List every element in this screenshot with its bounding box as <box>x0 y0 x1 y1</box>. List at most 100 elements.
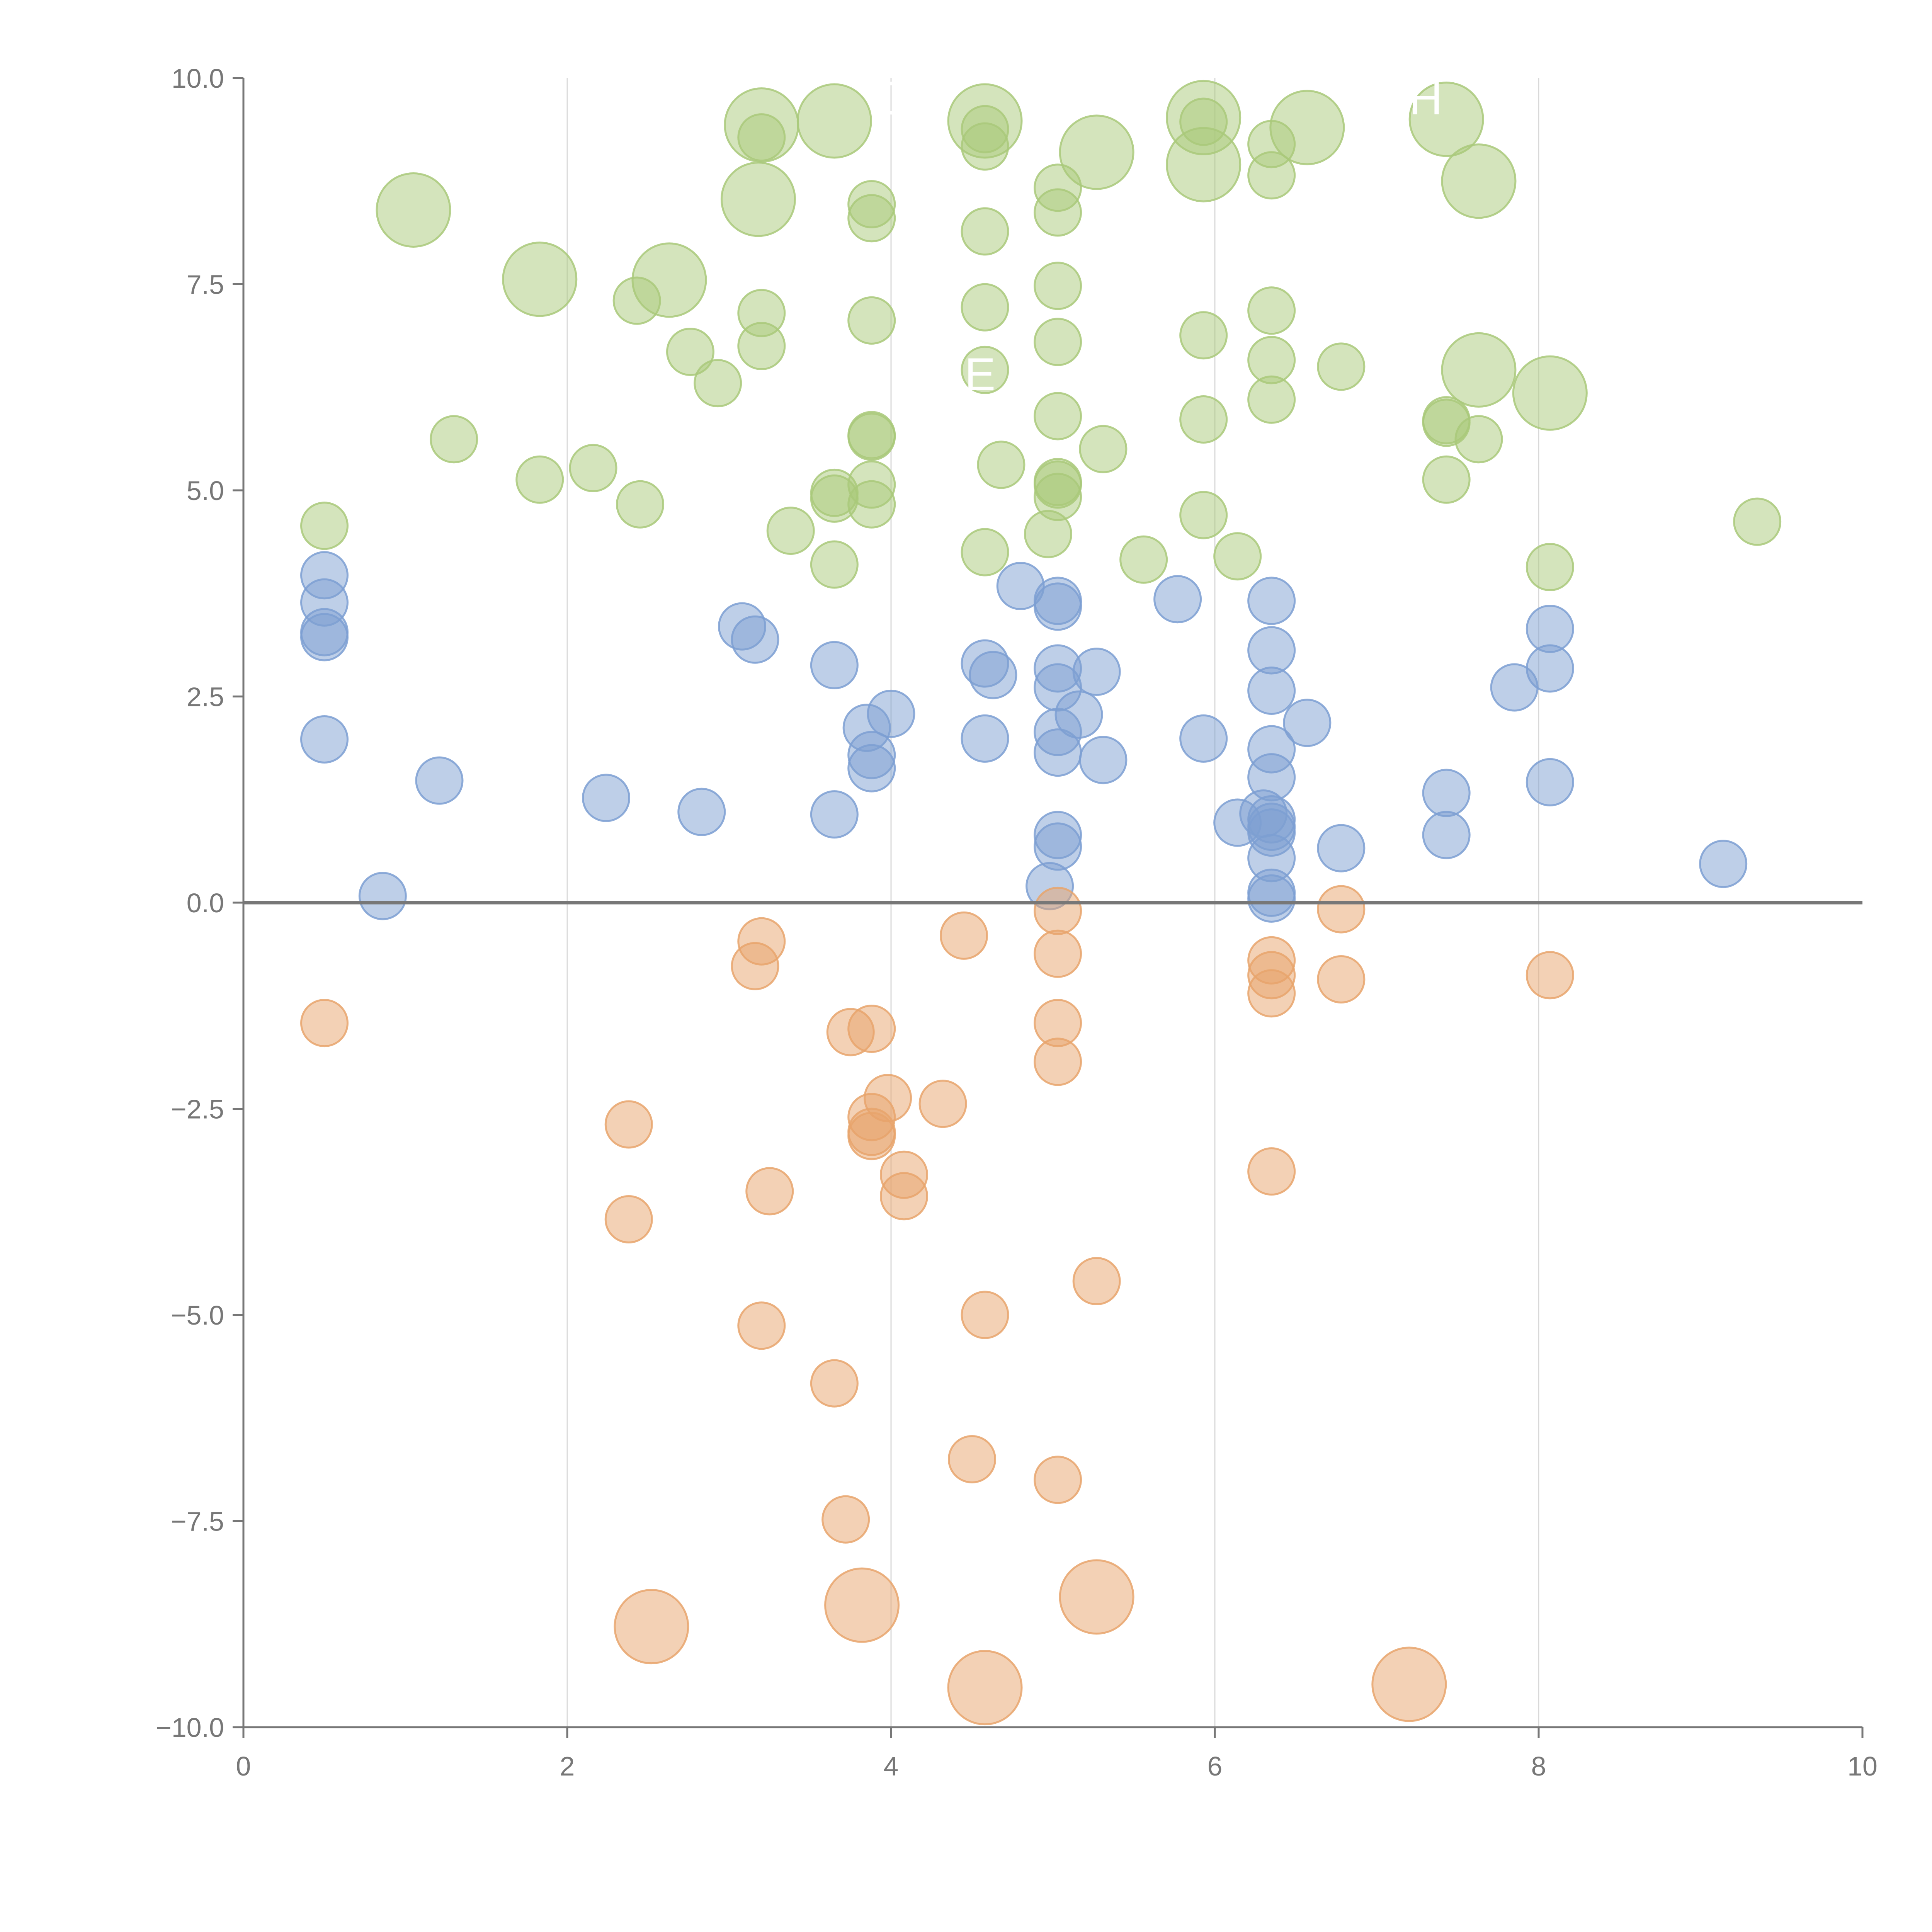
data-point <box>961 283 1009 332</box>
data-point <box>810 540 859 589</box>
data-point <box>1512 355 1588 431</box>
data-point <box>614 1589 689 1665</box>
data-point <box>847 1112 896 1160</box>
data-point <box>694 359 742 408</box>
annotations: C CH E <box>874 72 1443 400</box>
data-point <box>1454 415 1503 464</box>
y-tick-label: 2.5 <box>187 682 224 712</box>
data-point <box>737 1301 786 1350</box>
data-point <box>582 774 631 822</box>
data-point <box>1247 874 1296 923</box>
data-point <box>1526 644 1574 693</box>
data-point <box>300 999 349 1048</box>
data-point <box>1733 497 1782 546</box>
data-point <box>300 715 349 764</box>
tick-labels: 0 2 4 6 8 10 10.0 7.5 5.0 2.5 0.0 −2.5 −5.0 −7.5 −10.0 <box>156 63 1878 1781</box>
data-point <box>1179 714 1228 763</box>
data-point <box>1166 127 1242 202</box>
data-point <box>847 480 896 529</box>
data-point <box>1317 885 1366 934</box>
data-point <box>867 689 915 738</box>
data-point <box>569 444 617 492</box>
data-point <box>1422 455 1471 504</box>
data-point <box>1526 951 1574 1000</box>
data-point <box>737 322 786 371</box>
data-point <box>1526 543 1574 591</box>
x-tick-label: 6 <box>1208 1751 1223 1781</box>
data-point <box>961 714 1009 763</box>
data-point <box>1034 929 1082 978</box>
data-point <box>1024 510 1072 558</box>
data-point <box>1247 577 1296 625</box>
data-point <box>1079 425 1128 473</box>
data-point <box>1317 824 1366 872</box>
data-point <box>1247 286 1296 335</box>
data-point <box>1317 955 1366 1003</box>
data-point <box>515 455 564 504</box>
data-point <box>1247 626 1296 675</box>
series-positive_high <box>300 80 1782 591</box>
x-tick-label: 10 <box>1847 1751 1878 1781</box>
data-point <box>796 83 872 159</box>
y-tick-label: −5.0 <box>171 1300 224 1330</box>
data-point <box>1422 811 1471 859</box>
data-point <box>947 1650 1023 1726</box>
x-tick-label: 0 <box>236 1751 251 1781</box>
data-point <box>847 296 896 345</box>
x-tick-label: 4 <box>884 1751 899 1781</box>
data-point <box>1059 1559 1134 1635</box>
data-point <box>1034 1456 1082 1504</box>
data-point <box>1213 532 1262 581</box>
data-point <box>677 787 726 836</box>
data-point <box>1034 392 1082 440</box>
data-point <box>1034 188 1082 237</box>
data-point <box>604 1100 653 1149</box>
data-point <box>847 1005 896 1053</box>
data-point <box>847 412 896 461</box>
data-point <box>1153 575 1202 624</box>
data-point <box>1179 395 1228 444</box>
data-point <box>631 242 707 318</box>
data-point <box>1283 699 1332 747</box>
data-point <box>961 345 1009 394</box>
y-tick-label: 5.0 <box>187 476 224 506</box>
y-tick-label: −7.5 <box>171 1507 224 1537</box>
data-point <box>1072 647 1121 696</box>
annotation-label: E <box>964 349 995 400</box>
data-point <box>918 1080 967 1128</box>
series-negative <box>300 885 1574 1726</box>
data-point <box>880 1172 929 1221</box>
data-point <box>1072 1257 1121 1306</box>
data-point <box>1247 1147 1296 1196</box>
data-point <box>961 207 1009 256</box>
data-point <box>961 528 1009 577</box>
data-point <box>1079 736 1128 784</box>
data-point <box>376 172 451 248</box>
y-tick-label: 7.5 <box>187 270 224 300</box>
data-point <box>1059 114 1134 190</box>
data-point <box>1179 311 1228 360</box>
data-point <box>720 162 796 237</box>
data-point <box>1034 318 1082 366</box>
data-point <box>1699 840 1748 888</box>
data-point <box>766 507 815 555</box>
data-point <box>821 1495 870 1544</box>
x-tick-label: 8 <box>1531 1751 1546 1781</box>
data-point <box>737 113 786 162</box>
data-point <box>1422 769 1471 817</box>
data-point <box>940 911 988 960</box>
data-point <box>1408 82 1484 157</box>
data-point <box>745 1167 794 1216</box>
data-point <box>1269 90 1345 165</box>
data-point <box>1034 822 1082 871</box>
y-tick-label: −10.0 <box>156 1713 224 1743</box>
annotation-label: CH <box>1376 72 1442 124</box>
data-point <box>616 480 665 529</box>
data-point <box>1526 758 1574 806</box>
data-point <box>415 756 464 805</box>
data-point <box>1247 667 1296 715</box>
data-point <box>502 242 578 317</box>
data-point <box>847 194 896 243</box>
data-points <box>300 80 1782 1726</box>
